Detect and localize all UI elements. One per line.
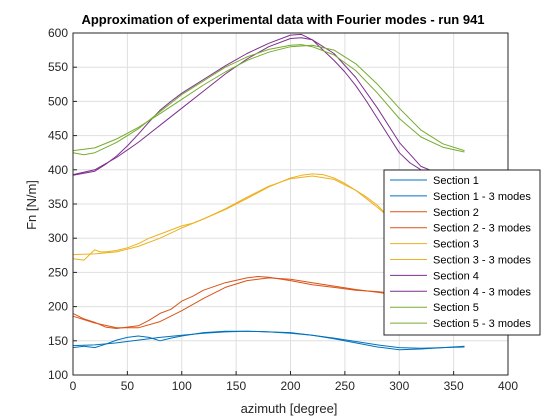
series-line-section-1 [72, 330, 465, 351]
x-tick-label: 300 [389, 379, 409, 393]
legend-label: Section 3 - 3 modes [433, 255, 531, 267]
y-tick-label: 300 [48, 231, 68, 245]
series-line-section-4-3-modes [72, 37, 443, 176]
x-tick-label: 50 [121, 379, 135, 393]
legend-label: Section 3 [433, 239, 479, 251]
x-tick-label: 350 [444, 379, 464, 393]
series-lines [72, 33, 465, 351]
legend-label: Section 4 [433, 270, 479, 282]
legend-label: Section 5 [433, 302, 479, 314]
series-line-section-3-3-modes [72, 175, 400, 256]
series-line-section-5 [72, 44, 465, 156]
y-tick-label: 150 [48, 334, 68, 348]
y-tick-label: 450 [48, 129, 68, 143]
y-tick-label: 350 [48, 197, 68, 211]
legend-label: Section 5 - 3 modes [433, 318, 531, 330]
x-tick-label: 400 [498, 379, 518, 393]
series-line-section-5-3-modes [72, 44, 465, 152]
y-tick-label: 200 [48, 300, 68, 314]
y-tick-label: 250 [48, 265, 68, 279]
legend-label: Section 2 - 3 modes [433, 223, 531, 235]
legend-label: Section 1 - 3 modes [433, 191, 531, 203]
y-tick-label: 400 [48, 163, 68, 177]
chart-title: Approximation of experimental data with … [81, 12, 484, 27]
y-tick-label: 550 [48, 60, 68, 74]
x-axis-label: azimuth [degree] [241, 401, 338, 416]
y-axis-label: Fn [N/m] [24, 180, 39, 230]
x-tick-label: 150 [226, 379, 246, 393]
tick-labels: 0 50 100 150 200 250 300 350 400 100 150 200 250 300 3… [48, 26, 518, 393]
y-tick-label: 500 [48, 94, 68, 108]
y-tick-label: 600 [48, 26, 68, 40]
x-tick-label: 0 [70, 379, 77, 393]
series-line-section-1-3-modes [72, 330, 465, 349]
x-tick-label: 250 [335, 379, 355, 393]
legend-label: Section 1 [433, 175, 479, 187]
legend-label: Section 2 [433, 207, 479, 219]
y-tick-label: 100 [48, 368, 68, 382]
legend-label: Section 4 - 3 modes [433, 286, 531, 298]
x-tick-label: 200 [280, 379, 300, 393]
legend[interactable]: Section 1 Section 1 - 3 modes Section 2 Sec… [383, 169, 541, 336]
x-tick-label: 100 [172, 379, 192, 393]
series-line-section-4 [72, 33, 443, 179]
